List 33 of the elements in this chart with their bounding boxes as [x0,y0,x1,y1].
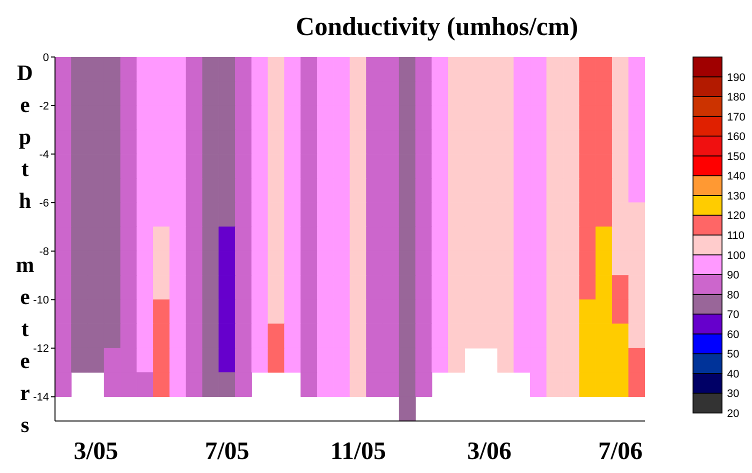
color-bar-label: 110 [727,230,745,242]
color-bar-label: 170 [727,111,746,124]
color-bar-label: 70 [727,309,740,322]
color-bar-label: 180 [727,92,746,104]
color-bar-label: 190 [727,72,746,84]
color-bar-label: 100 [727,250,746,262]
color-bar-label: 140 [727,170,746,183]
y-tick-label: -2 [39,100,49,112]
y-tick-label: -8 [39,246,49,258]
x-tick-label: 11/05 [330,438,386,465]
chart-title: Conductivity (umhos/cm) [296,12,578,41]
color-bar-label: 90 [727,270,740,282]
color-bar-label: 80 [727,289,740,302]
color-bar-label: 60 [727,328,740,341]
x-tick-label: 3/05 [74,438,118,465]
color-bar-label: 20 [727,408,740,420]
text: Depth meters [16,60,34,437]
y-tick-label: -14 [33,392,49,404]
x-tick-label: 7/06 [598,438,643,465]
color-bar-label: 120 [727,210,746,222]
y-tick-label: -4 [39,148,49,161]
y-tick-label: -6 [39,198,49,210]
color-bar-label: 130 [727,190,746,202]
color-bar-label: 150 [727,150,746,163]
x-tick-label: 3/06 [467,438,512,465]
color-bar-label: 40 [727,368,740,380]
x-tick-label: 7/05 [204,438,250,465]
y-tick-label: 0 [42,52,49,64]
y-tick-label: -12 [33,343,49,356]
color-bar-label: 30 [727,388,740,400]
color-bar-label: 50 [727,348,740,361]
y-tick-label: -10 [33,294,49,307]
color-bar-label: 160 [727,131,746,144]
